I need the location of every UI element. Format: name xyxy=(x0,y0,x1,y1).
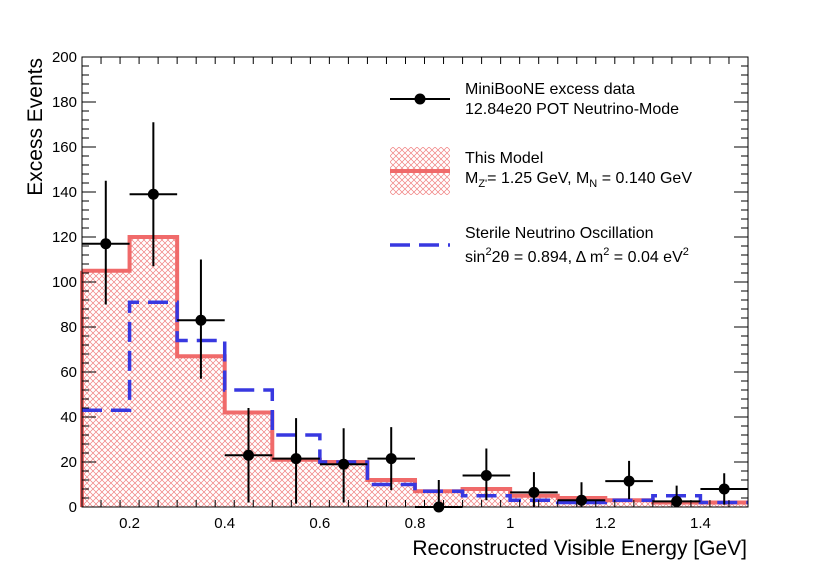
y-tick-label: 120 xyxy=(52,229,77,246)
axis-ticks xyxy=(81,56,749,508)
data-marker xyxy=(385,453,397,465)
data-point xyxy=(272,418,320,504)
legend-sterile-label-2: sin22θ = 0.894, Δ m2 = 0.04 eV2 xyxy=(465,246,689,266)
data-point xyxy=(510,472,558,507)
y-tick-label: 20 xyxy=(60,454,77,471)
data-points xyxy=(82,122,748,513)
tick-labels: 0.2 0.4 0.6 0.8 1 1.2 1.4 0 20 40 60 80 100 120 140 160… xyxy=(52,49,711,532)
y-tick-label: 60 xyxy=(60,364,77,381)
model-hist-line xyxy=(82,235,748,505)
x-tick-label: 0.4 xyxy=(214,515,235,532)
data-marker xyxy=(290,453,302,465)
data-point xyxy=(177,259,225,379)
x-tick-label: 1 xyxy=(506,515,514,532)
data-point xyxy=(224,408,273,503)
data-point xyxy=(462,448,511,501)
y-tick-label: 0 xyxy=(69,499,77,516)
data-point xyxy=(557,482,606,507)
data-marker xyxy=(718,483,730,495)
data-marker xyxy=(100,238,112,250)
data-point xyxy=(129,122,178,267)
legend-entry-sterile: Sterile Neutrino Oscillation sin22θ = 0.… xyxy=(390,225,689,266)
legend: MiniBooNE excess data 12.84e20 POT Neutr… xyxy=(390,81,692,266)
data-marker xyxy=(147,188,159,200)
legend-model-label-1: This Model xyxy=(465,150,543,167)
data-point xyxy=(700,473,748,505)
y-axis-title: Excess Events xyxy=(24,58,47,196)
data-point xyxy=(367,427,415,491)
y-tick-label: 180 xyxy=(52,94,77,111)
model-histogram-fill xyxy=(82,237,748,507)
y-tick-label: 100 xyxy=(52,274,77,291)
y-tick-label: 160 xyxy=(52,139,77,156)
y-tick-label: 140 xyxy=(52,184,77,201)
x-tick-label: 0.2 xyxy=(119,515,140,532)
model-hist-area xyxy=(82,237,748,507)
data-marker xyxy=(528,486,540,498)
x-axis-title: Reconstructed Visible Energy [GeV] xyxy=(412,537,747,560)
legend-data-label-1: MiniBooNE excess data xyxy=(465,81,635,98)
data-marker xyxy=(623,475,635,487)
data-point xyxy=(605,460,653,500)
legend-entry-data: MiniBooNE excess data 12.84e20 POT Neutr… xyxy=(390,81,679,118)
legend-sterile-label-1: Sterile Neutrino Oscillation xyxy=(465,225,654,242)
legend-data-label-2: 12.84e20 POT Neutrino-Mode xyxy=(465,101,679,118)
data-point xyxy=(82,180,130,305)
y-tick-label: 200 xyxy=(52,49,77,66)
x-tick-label: 1.2 xyxy=(595,515,616,532)
y-tick-label: 40 xyxy=(60,409,77,426)
legend-entry-model: This Model MZ'= 1.25 GeV, MN = 0.140 GeV xyxy=(390,147,692,195)
x-tick-label: 0.8 xyxy=(405,515,426,532)
legend-model-label-2: MZ'= 1.25 GeV, MN = 0.140 GeV xyxy=(465,170,692,190)
data-point xyxy=(652,485,701,507)
data-marker xyxy=(338,458,350,470)
data-marker xyxy=(480,470,492,481)
data-point xyxy=(319,428,368,503)
legend-data-marker xyxy=(414,93,426,105)
y-tick-label: 80 xyxy=(60,319,77,336)
x-tick-label: 1.4 xyxy=(690,515,711,532)
data-marker xyxy=(671,495,683,507)
data-marker xyxy=(195,314,207,326)
data-marker xyxy=(243,449,254,461)
x-tick-label: 0.6 xyxy=(309,515,330,532)
data-marker xyxy=(576,494,587,506)
